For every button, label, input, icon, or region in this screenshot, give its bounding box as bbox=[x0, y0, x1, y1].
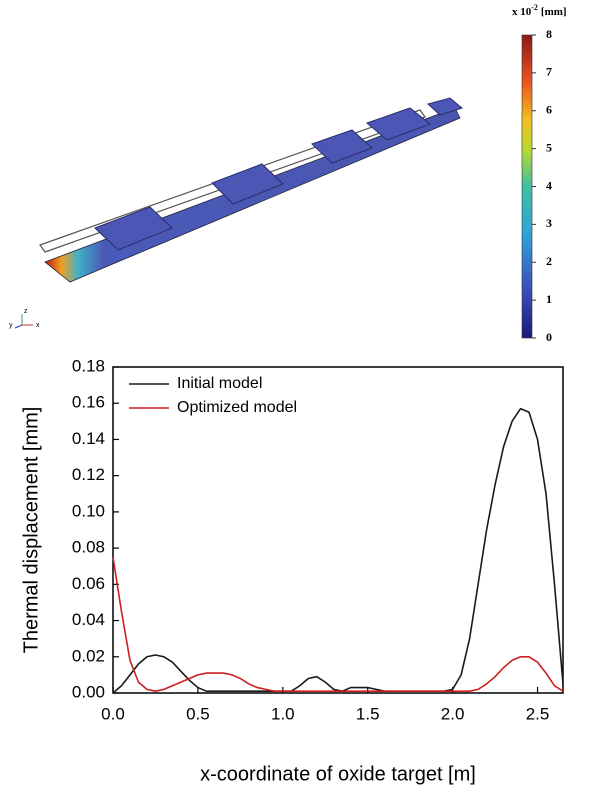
axis-triad: y z x bbox=[9, 308, 40, 329]
y-tick-label: 0.02 bbox=[72, 646, 105, 665]
x-tick-label: 0.0 bbox=[101, 704, 125, 723]
y-tick-label: 0.12 bbox=[72, 465, 105, 484]
x-tick-label: 0.5 bbox=[186, 704, 210, 723]
triad-label: z bbox=[24, 308, 28, 315]
triad-label: y bbox=[9, 322, 13, 329]
colorbar-tick-label: 3 bbox=[546, 216, 552, 230]
triad-label: x bbox=[36, 322, 40, 329]
colorbar-tick-label: 4 bbox=[546, 178, 552, 192]
colorbar-tick-label: 1 bbox=[546, 292, 552, 306]
y-axis-label: Thermal displacement [mm] bbox=[20, 407, 42, 654]
y-tick-label: 0.10 bbox=[72, 501, 105, 520]
y-tick-label: 0.18 bbox=[72, 356, 105, 375]
colorbar-tick-label: 7 bbox=[546, 65, 552, 79]
x-tick-label: 1.5 bbox=[356, 704, 380, 723]
series-line bbox=[113, 409, 563, 693]
y-tick-label: 0.04 bbox=[72, 610, 105, 629]
legend-label: Optimized model bbox=[177, 399, 297, 416]
colorbar-tick-label: 5 bbox=[546, 140, 552, 154]
colorbar-tick-label: 6 bbox=[546, 103, 552, 117]
colorbar-title-exponent: -2 bbox=[531, 3, 538, 12]
x-tick-label: 2.5 bbox=[526, 704, 550, 723]
y-tick-label: 0.08 bbox=[72, 538, 105, 557]
colorbar-tick-label: 0 bbox=[546, 330, 552, 344]
y-tick-label: 0.00 bbox=[72, 682, 105, 701]
colorbar-title-unit: [mm] bbox=[541, 6, 567, 18]
colorbar-title-base: x 10 bbox=[512, 6, 532, 18]
colorbar-tick-label: 2 bbox=[546, 254, 552, 268]
x-tick-label: 1.0 bbox=[271, 704, 295, 723]
x-axis-label: x-coordinate of oxide target [m] bbox=[200, 763, 476, 785]
colorbar-title: x 10-2[mm] bbox=[512, 3, 567, 18]
y-tick-label: 0.06 bbox=[72, 574, 105, 593]
model-render bbox=[40, 98, 462, 282]
x-tick-label: 2.0 bbox=[441, 704, 465, 723]
colorbar bbox=[522, 35, 532, 338]
colorbar-tick-label: 8 bbox=[546, 27, 552, 41]
y-tick-label: 0.16 bbox=[72, 393, 105, 412]
figure: y z x x 10-2[mm] 0 1 2 3 4 5 6 7 8 0.00 0.02 0.04 0.… bbox=[0, 0, 613, 798]
legend-label: Initial model bbox=[177, 375, 262, 392]
y-tick-label: 0.14 bbox=[72, 429, 105, 448]
